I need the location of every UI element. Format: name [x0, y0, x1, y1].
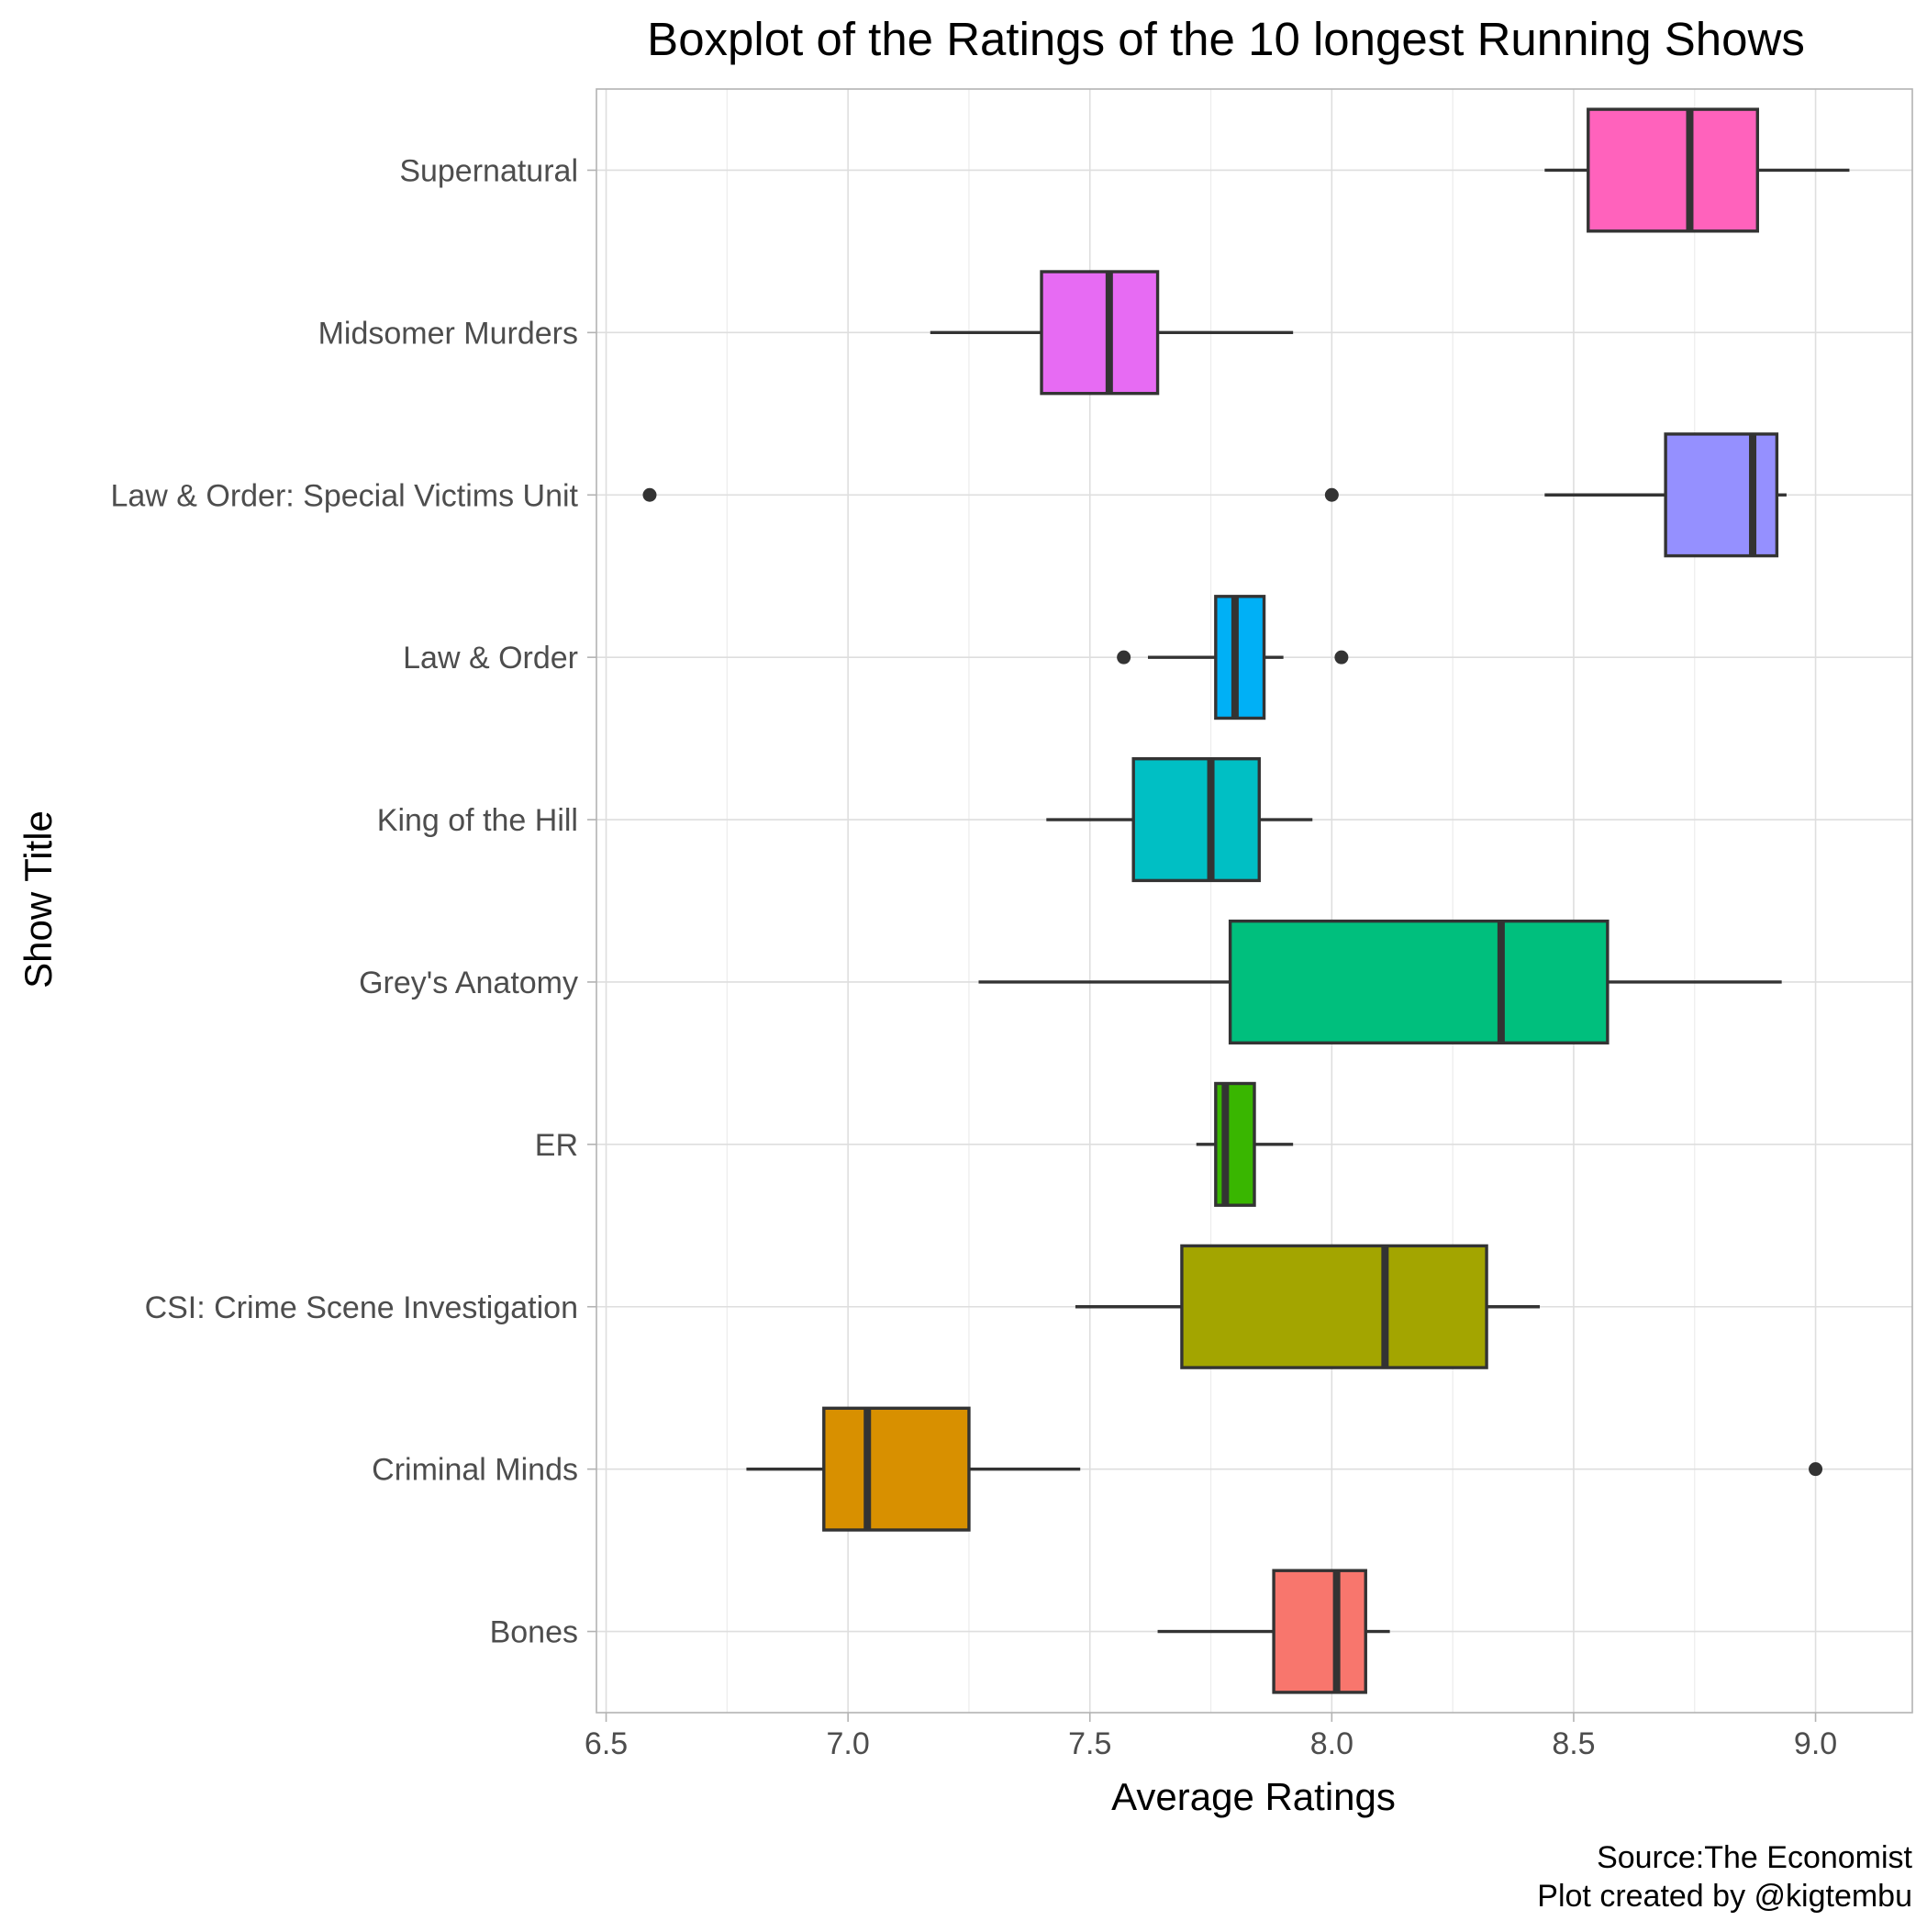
boxplot-group — [978, 919, 1782, 1044]
iqr-box — [1228, 919, 1610, 1044]
x-tick-label: 9.0 — [1794, 1726, 1837, 1761]
x-axis-title: Average Ratings — [1111, 1775, 1396, 1818]
iqr-box — [1664, 432, 1779, 558]
tick-layer: 6.5 7.0 7.5 8.0 8.5 9.0 Bones Criminal Minds CSI… — [110, 153, 1837, 1761]
y-tick-label: Criminal Minds — [372, 1453, 578, 1488]
y-tick-label: Law & Order: Special Victims Unit — [110, 478, 578, 513]
iqr-box — [822, 1406, 971, 1532]
iqr-box — [1214, 595, 1266, 720]
box-layer — [642, 107, 1850, 1694]
x-tick-label: 6.5 — [585, 1726, 628, 1761]
iqr-box — [1040, 270, 1160, 396]
boxplot-group — [1544, 107, 1850, 233]
outlier-point — [1809, 1462, 1823, 1477]
y-tick-label: Bones — [490, 1615, 578, 1650]
iqr-box — [1272, 1569, 1367, 1694]
outlier-point — [642, 487, 657, 502]
chart-title: Boxplot of the Ratings of the 10 longest… — [647, 13, 1805, 65]
plot-panel-border — [596, 88, 1913, 1714]
y-tick-label: Grey's Anatomy — [359, 966, 578, 1000]
iqr-box — [1214, 1081, 1256, 1207]
boxplot-group — [746, 1406, 1823, 1532]
y-tick-label: ER — [535, 1128, 578, 1163]
x-tick-label: 7.0 — [827, 1726, 870, 1761]
x-tick-label: 8.0 — [1310, 1726, 1353, 1761]
iqr-box — [1587, 107, 1759, 233]
iqr-box — [1180, 1244, 1488, 1369]
boxplot-group — [1117, 595, 1349, 720]
boxplot-group — [1046, 757, 1313, 883]
outlier-point — [1117, 650, 1131, 664]
caption-credit: Plot created by @kigtembu — [1537, 1879, 1912, 1914]
outlier-point — [1324, 487, 1339, 502]
x-tick-label: 8.5 — [1552, 1726, 1595, 1761]
boxplot-group — [1157, 1569, 1390, 1694]
outlier-point — [1334, 650, 1349, 664]
y-axis-title: Show Title — [17, 810, 60, 988]
boxplot-group — [1075, 1244, 1541, 1369]
y-tick-label: King of the Hill — [377, 803, 578, 838]
boxplot-group — [642, 432, 1787, 558]
y-tick-label: Law & Order — [403, 641, 578, 676]
x-tick-label: 7.5 — [1068, 1726, 1111, 1761]
y-tick-label: Midsomer Murders — [318, 316, 578, 351]
boxplot-group — [930, 270, 1294, 396]
y-tick-label: CSI: Crime Scene Investigation — [145, 1290, 578, 1325]
y-tick-label: Supernatural — [399, 153, 578, 188]
boxplot-group — [1196, 1081, 1294, 1207]
caption-source: Source:The Economist — [1597, 1840, 1912, 1875]
iqr-box — [1131, 757, 1261, 883]
